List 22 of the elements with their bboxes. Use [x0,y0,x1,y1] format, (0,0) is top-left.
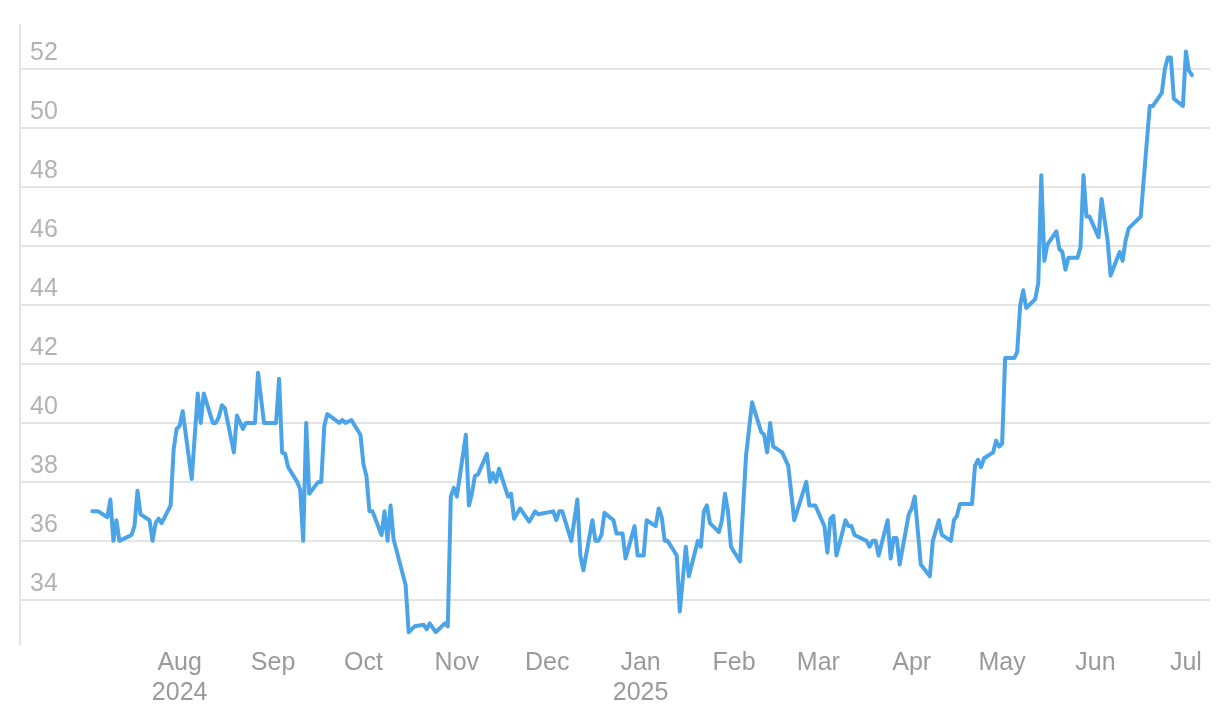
x-tick-label: Mar [796,646,840,675]
x-tick-label: Nov [434,646,480,675]
y-tick-label: 38 [30,449,58,478]
y-tick-label: 36 [30,508,58,537]
x-tick-label: Apr [892,646,932,675]
y-tick-label: 34 [30,567,58,596]
x-tick-label: Jul [1169,646,1202,675]
y-tick-label: 40 [30,390,58,419]
y-tick-label: 48 [30,155,58,184]
y-tick-label: 42 [30,331,58,360]
y-tick-label: 46 [30,213,58,242]
x-tick-label: Jan 2025 [612,646,669,705]
y-tick-label: 50 [30,96,58,125]
x-tick-label: Oct [343,646,383,675]
x-tick-label: Feb [712,646,756,675]
y-tick-label: 44 [30,272,58,301]
y-tick-label: 52 [30,37,58,66]
x-tick-label: Aug 2024 [151,646,208,705]
x-tick-label: Jun [1075,646,1116,675]
x-tick-label: May [978,646,1027,675]
x-tick-label: Dec [524,646,570,675]
x-tick-label: Sep [250,646,296,675]
